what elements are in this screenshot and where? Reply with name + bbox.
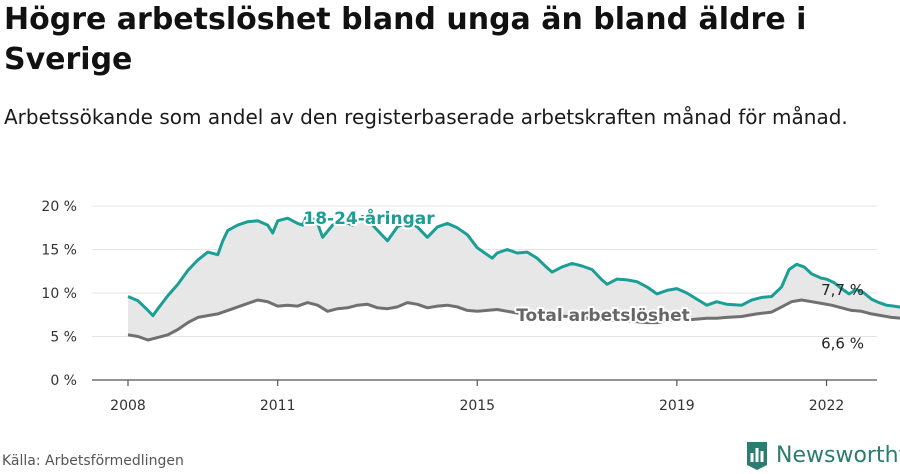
y-tick-label: 20 % <box>41 199 77 215</box>
x-tick-label: 2008 <box>110 398 146 414</box>
series-lines <box>127 212 900 342</box>
x-tick-label: 2022 <box>809 398 845 414</box>
newsworthy-logo-icon <box>747 442 767 470</box>
source-note: Källa: Arbetsförmedlingen <box>2 453 184 469</box>
chart-subtitle: Arbetssökande som andel av den registerb… <box>4 105 848 129</box>
x-tick-label: 2019 <box>659 398 695 414</box>
axes: 0 % 5 % 10 % 15 % 20 % 2008 2011 2015 2019 2022 <box>41 199 877 414</box>
y-tick-label: 10 % <box>41 286 77 302</box>
gap-fill <box>128 213 900 340</box>
youth-unemployment-line <box>127 212 900 318</box>
x-tick-label: 2011 <box>260 398 296 414</box>
total-series-label: Total arbetslöshet <box>516 306 690 326</box>
gap-area <box>128 213 900 340</box>
y-tick-label: 15 % <box>41 243 77 259</box>
youth-end-label: 7,7 % <box>821 281 864 299</box>
chart-title: Högre arbetslöshet bland unga än bland ä… <box>4 2 807 77</box>
total-unemployment-line <box>127 298 900 342</box>
x-tick-label: 2015 <box>459 398 495 414</box>
brand-name: Newsworthy <box>776 443 900 468</box>
brand-logo[interactable]: Newsworthy <box>745 441 900 471</box>
y-tick-label: 0 % <box>50 373 77 389</box>
youth-series-label: 18-24-åringar <box>303 207 435 229</box>
total-end-label: 6,6 % <box>821 335 864 353</box>
y-tick-label: 5 % <box>50 330 77 346</box>
series-labels: 7,7 % 6,6 % 18-24-åringar Total arbetslöshe… <box>301 205 864 353</box>
